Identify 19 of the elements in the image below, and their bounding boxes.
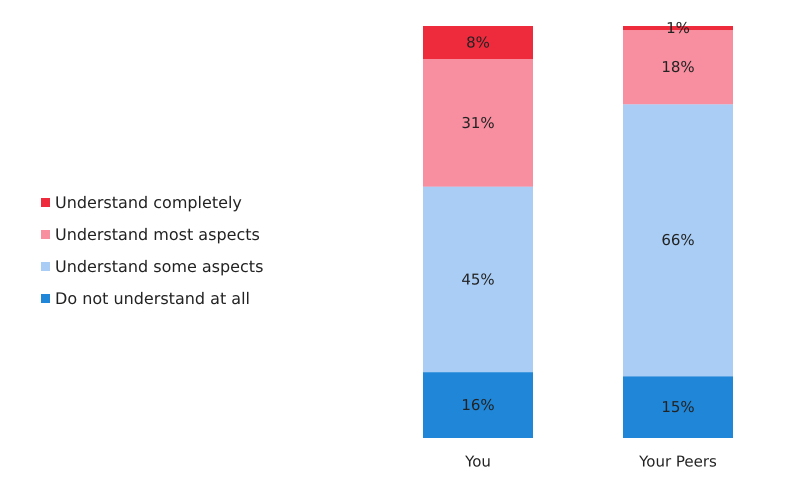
data-label: 16% bbox=[461, 396, 495, 414]
bar bbox=[423, 26, 533, 59]
data-label: 45% bbox=[461, 270, 495, 288]
data-label: 31% bbox=[461, 114, 495, 132]
legend-label: Do not understand at all bbox=[55, 289, 250, 308]
bar bbox=[623, 376, 733, 438]
bar bbox=[423, 372, 533, 438]
legend-label: Understand most aspects bbox=[55, 225, 260, 244]
data-label: 15% bbox=[661, 398, 695, 416]
x-tick-label: Your Peers bbox=[638, 452, 718, 470]
bar bbox=[623, 104, 733, 376]
legend-label: Understand completely bbox=[55, 193, 242, 212]
legend-label: Understand some aspects bbox=[55, 257, 264, 276]
x-tick-label: You bbox=[464, 452, 491, 470]
data-label: 8% bbox=[466, 33, 490, 52]
bar bbox=[423, 186, 533, 372]
data-label: 18% bbox=[661, 58, 695, 76]
data-label: 66% bbox=[661, 231, 695, 250]
bar bbox=[423, 58, 533, 187]
